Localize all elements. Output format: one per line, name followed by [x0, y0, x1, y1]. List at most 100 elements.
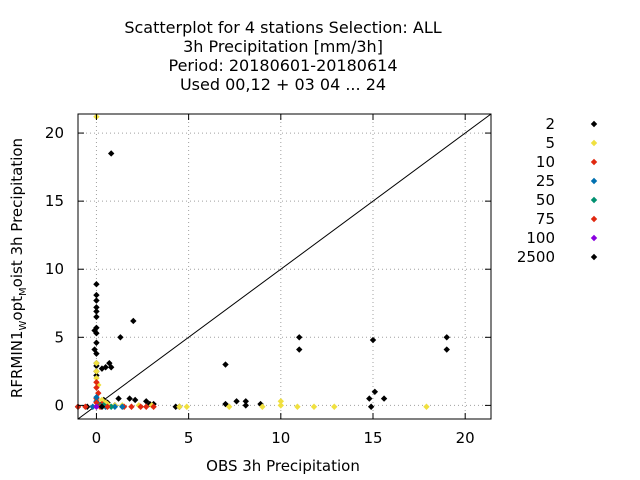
data-point — [93, 368, 100, 375]
data-point — [107, 364, 115, 371]
chart-title: Scatterplot for 4 stations Selection: AL… — [124, 18, 441, 94]
legend-marker — [590, 253, 598, 261]
data-point — [310, 403, 318, 410]
data-point — [222, 400, 229, 408]
legend-label: 50 — [536, 191, 555, 209]
legend-label: 10 — [536, 153, 555, 171]
data-point — [93, 313, 100, 321]
data-point — [111, 403, 119, 410]
title-line-4: Used 00,12 + 03 04 ... 24 — [180, 75, 386, 94]
data-point — [242, 398, 249, 405]
data-point — [93, 350, 100, 357]
data-point — [104, 403, 111, 410]
x-axis-label: OBS 3h Precipitation — [206, 457, 360, 475]
data-point — [98, 396, 106, 404]
data-point — [143, 403, 150, 410]
legend-marker — [590, 215, 598, 223]
data-point — [172, 403, 179, 410]
y-axis-label: RFRMIN1WoptMoist 3h Precipitation — [8, 138, 29, 398]
data-point — [107, 403, 115, 410]
data-point — [277, 402, 285, 409]
data-point — [146, 400, 154, 408]
data-point — [93, 403, 100, 410]
data-point — [176, 403, 183, 410]
data-point — [93, 374, 100, 382]
data-point — [294, 403, 301, 410]
legend-label: 2 — [545, 115, 555, 133]
data-point — [443, 334, 450, 341]
series-5 — [93, 113, 430, 410]
data-point — [369, 336, 377, 344]
diagonal-line — [77, 113, 492, 420]
legend-marker — [590, 158, 598, 166]
legend-label: 25 — [536, 172, 555, 190]
data-point — [137, 403, 144, 410]
legend-label: 2500 — [517, 248, 555, 266]
x-tick-label: 5 — [184, 429, 194, 447]
legend-label: 5 — [545, 134, 555, 152]
data-point — [93, 394, 100, 401]
data-point — [93, 339, 100, 346]
data-point — [222, 361, 229, 368]
data-point — [150, 403, 157, 410]
data-point — [128, 403, 135, 410]
data-points — [74, 113, 450, 410]
data-point — [93, 379, 100, 386]
data-point — [296, 346, 303, 353]
series-2 — [74, 150, 450, 410]
data-point — [107, 150, 115, 157]
y-tick-label: 0 — [54, 396, 64, 414]
data-point — [423, 403, 430, 410]
title-line-3: Period: 20180601-20180614 — [168, 56, 397, 75]
legend-marker — [590, 234, 598, 242]
series-2500 — [98, 403, 106, 410]
y-tick-label: 15 — [45, 192, 64, 210]
data-point — [93, 384, 100, 391]
data-point — [443, 346, 450, 353]
data-point — [93, 291, 100, 299]
data-point — [98, 403, 106, 410]
data-point — [242, 402, 249, 409]
legend-label: 100 — [526, 229, 555, 247]
x-tick-label: 20 — [456, 429, 475, 447]
grid — [78, 114, 491, 419]
data-point — [277, 398, 285, 405]
data-point — [367, 403, 375, 410]
data-point — [331, 403, 338, 410]
data-point — [91, 327, 98, 334]
data-point — [143, 398, 150, 405]
data-point — [259, 403, 266, 410]
data-point — [93, 297, 100, 304]
data-point — [366, 395, 373, 402]
x-tick-label: 0 — [92, 429, 102, 447]
y-tick-label: 20 — [45, 124, 64, 142]
data-point — [296, 334, 303, 341]
data-point — [233, 398, 240, 405]
y-label-tail: oist 3h Precipitation — [8, 138, 26, 287]
data-point — [126, 395, 133, 402]
data-point — [89, 403, 96, 410]
x-tick-label: 10 — [271, 429, 290, 447]
data-point — [380, 395, 388, 402]
y-tick-label: 10 — [45, 260, 64, 278]
legend-label: 75 — [536, 210, 555, 228]
data-point — [93, 399, 100, 406]
data-point — [119, 403, 126, 410]
data-point — [183, 403, 190, 410]
legend-marker — [590, 120, 598, 128]
legend-marker — [590, 177, 598, 185]
y-label-mid: opt — [8, 296, 26, 321]
data-point — [93, 304, 100, 311]
data-point — [225, 403, 233, 410]
series-100 — [93, 403, 100, 410]
axis-ticks: 0 5 10 15 20 0 5 10 15 20 — [45, 114, 491, 447]
x-tick-label: 15 — [363, 429, 382, 447]
data-point — [93, 308, 100, 315]
y-label-sub2: M — [18, 287, 29, 296]
y-label-main: RFRMIN1 — [8, 330, 26, 398]
y-label-sub1: W — [18, 320, 29, 330]
title-line-2: 3h Precipitation [mm/3h] — [183, 37, 383, 56]
data-point — [98, 365, 106, 372]
